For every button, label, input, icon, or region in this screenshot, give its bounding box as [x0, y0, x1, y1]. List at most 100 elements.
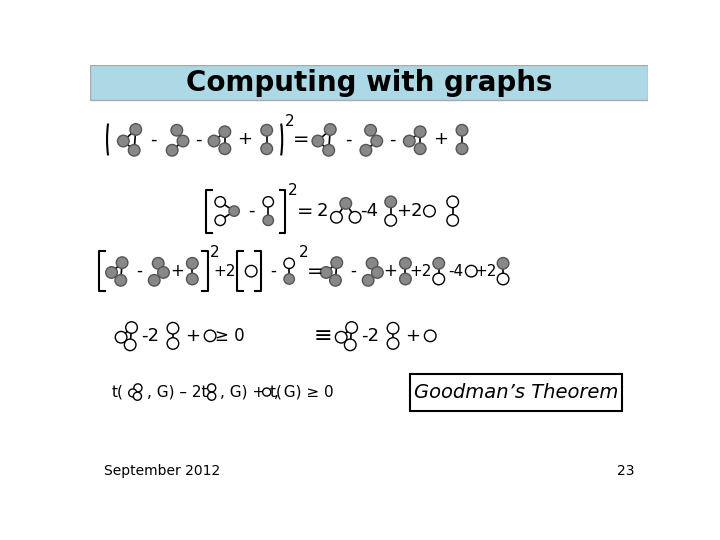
Circle shape [456, 125, 468, 136]
Text: , G) ≥ 0: , G) ≥ 0 [274, 384, 334, 400]
Circle shape [385, 196, 397, 208]
Text: -: - [136, 262, 142, 280]
Text: +: + [170, 262, 184, 280]
Text: 2: 2 [300, 245, 309, 260]
Text: -: - [351, 262, 356, 280]
Circle shape [424, 330, 436, 342]
Circle shape [263, 388, 271, 396]
Circle shape [349, 212, 361, 223]
Circle shape [414, 143, 426, 154]
Circle shape [229, 206, 239, 217]
FancyBboxPatch shape [90, 65, 648, 100]
Circle shape [106, 267, 117, 278]
Text: September 2012: September 2012 [104, 463, 220, 477]
Text: Computing with graphs: Computing with graphs [186, 69, 552, 97]
Text: 23: 23 [616, 463, 634, 477]
Text: Goodman’s Theorem: Goodman’s Theorem [414, 382, 618, 402]
Circle shape [433, 273, 444, 285]
Circle shape [261, 125, 272, 136]
Text: +: + [383, 262, 397, 280]
Circle shape [498, 273, 509, 285]
Circle shape [336, 332, 347, 343]
Circle shape [153, 258, 164, 269]
Text: =: = [297, 201, 314, 221]
Text: -4: -4 [449, 264, 464, 279]
Text: -: - [248, 202, 254, 220]
Text: 2: 2 [317, 202, 328, 220]
Circle shape [366, 258, 378, 269]
FancyBboxPatch shape [410, 374, 622, 410]
Circle shape [117, 135, 129, 147]
Text: +: + [405, 327, 420, 345]
Circle shape [208, 135, 220, 147]
Circle shape [371, 135, 382, 147]
Circle shape [116, 257, 128, 268]
Circle shape [414, 126, 426, 138]
Circle shape [360, 145, 372, 156]
Text: -: - [150, 131, 157, 149]
Text: =: = [307, 262, 323, 281]
Circle shape [186, 258, 198, 269]
Circle shape [261, 143, 272, 154]
Circle shape [246, 265, 257, 277]
Circle shape [133, 392, 142, 400]
Text: +2: +2 [410, 264, 432, 279]
Text: 2: 2 [287, 183, 297, 198]
Circle shape [423, 205, 436, 217]
Circle shape [126, 322, 138, 333]
Circle shape [115, 332, 127, 343]
Circle shape [346, 322, 357, 333]
Circle shape [372, 267, 383, 278]
Circle shape [207, 384, 216, 392]
Circle shape [167, 338, 179, 349]
Circle shape [312, 135, 324, 147]
Circle shape [167, 322, 179, 334]
Text: t(: t( [112, 384, 124, 400]
Circle shape [466, 265, 477, 277]
Text: -4: -4 [360, 202, 378, 220]
Circle shape [215, 197, 225, 207]
Circle shape [177, 135, 189, 147]
Circle shape [125, 339, 136, 350]
Circle shape [207, 392, 216, 400]
Circle shape [323, 145, 335, 156]
Circle shape [325, 124, 336, 135]
Text: +: + [185, 327, 200, 345]
Circle shape [171, 125, 183, 136]
Text: +: + [433, 131, 448, 149]
Text: 2: 2 [210, 245, 220, 260]
Circle shape [219, 143, 230, 154]
Circle shape [320, 267, 332, 278]
Circle shape [344, 339, 356, 350]
Circle shape [385, 214, 397, 226]
Circle shape [158, 267, 169, 278]
Circle shape [186, 273, 198, 285]
Circle shape [330, 274, 341, 286]
Circle shape [331, 257, 343, 268]
Text: +2: +2 [474, 264, 496, 279]
Text: ≥ 0: ≥ 0 [215, 327, 244, 345]
Circle shape [284, 258, 294, 268]
Circle shape [340, 198, 351, 209]
Circle shape [130, 124, 142, 135]
Text: , G) + t(: , G) + t( [220, 384, 282, 400]
Circle shape [284, 274, 294, 284]
Text: 2: 2 [284, 113, 294, 129]
Circle shape [387, 322, 399, 334]
Text: -: - [195, 131, 202, 149]
Circle shape [400, 273, 411, 285]
Circle shape [362, 274, 374, 286]
Circle shape [115, 274, 127, 286]
Circle shape [433, 258, 444, 269]
Text: =: = [293, 130, 310, 149]
Circle shape [447, 214, 459, 226]
Circle shape [456, 143, 468, 154]
Circle shape [263, 215, 274, 226]
Circle shape [387, 338, 399, 349]
Circle shape [400, 258, 411, 269]
Text: -: - [345, 131, 351, 149]
Text: , G) – 2t(: , G) – 2t( [147, 384, 213, 400]
Circle shape [263, 197, 274, 207]
Circle shape [134, 384, 142, 392]
Text: -2: -2 [141, 327, 159, 345]
